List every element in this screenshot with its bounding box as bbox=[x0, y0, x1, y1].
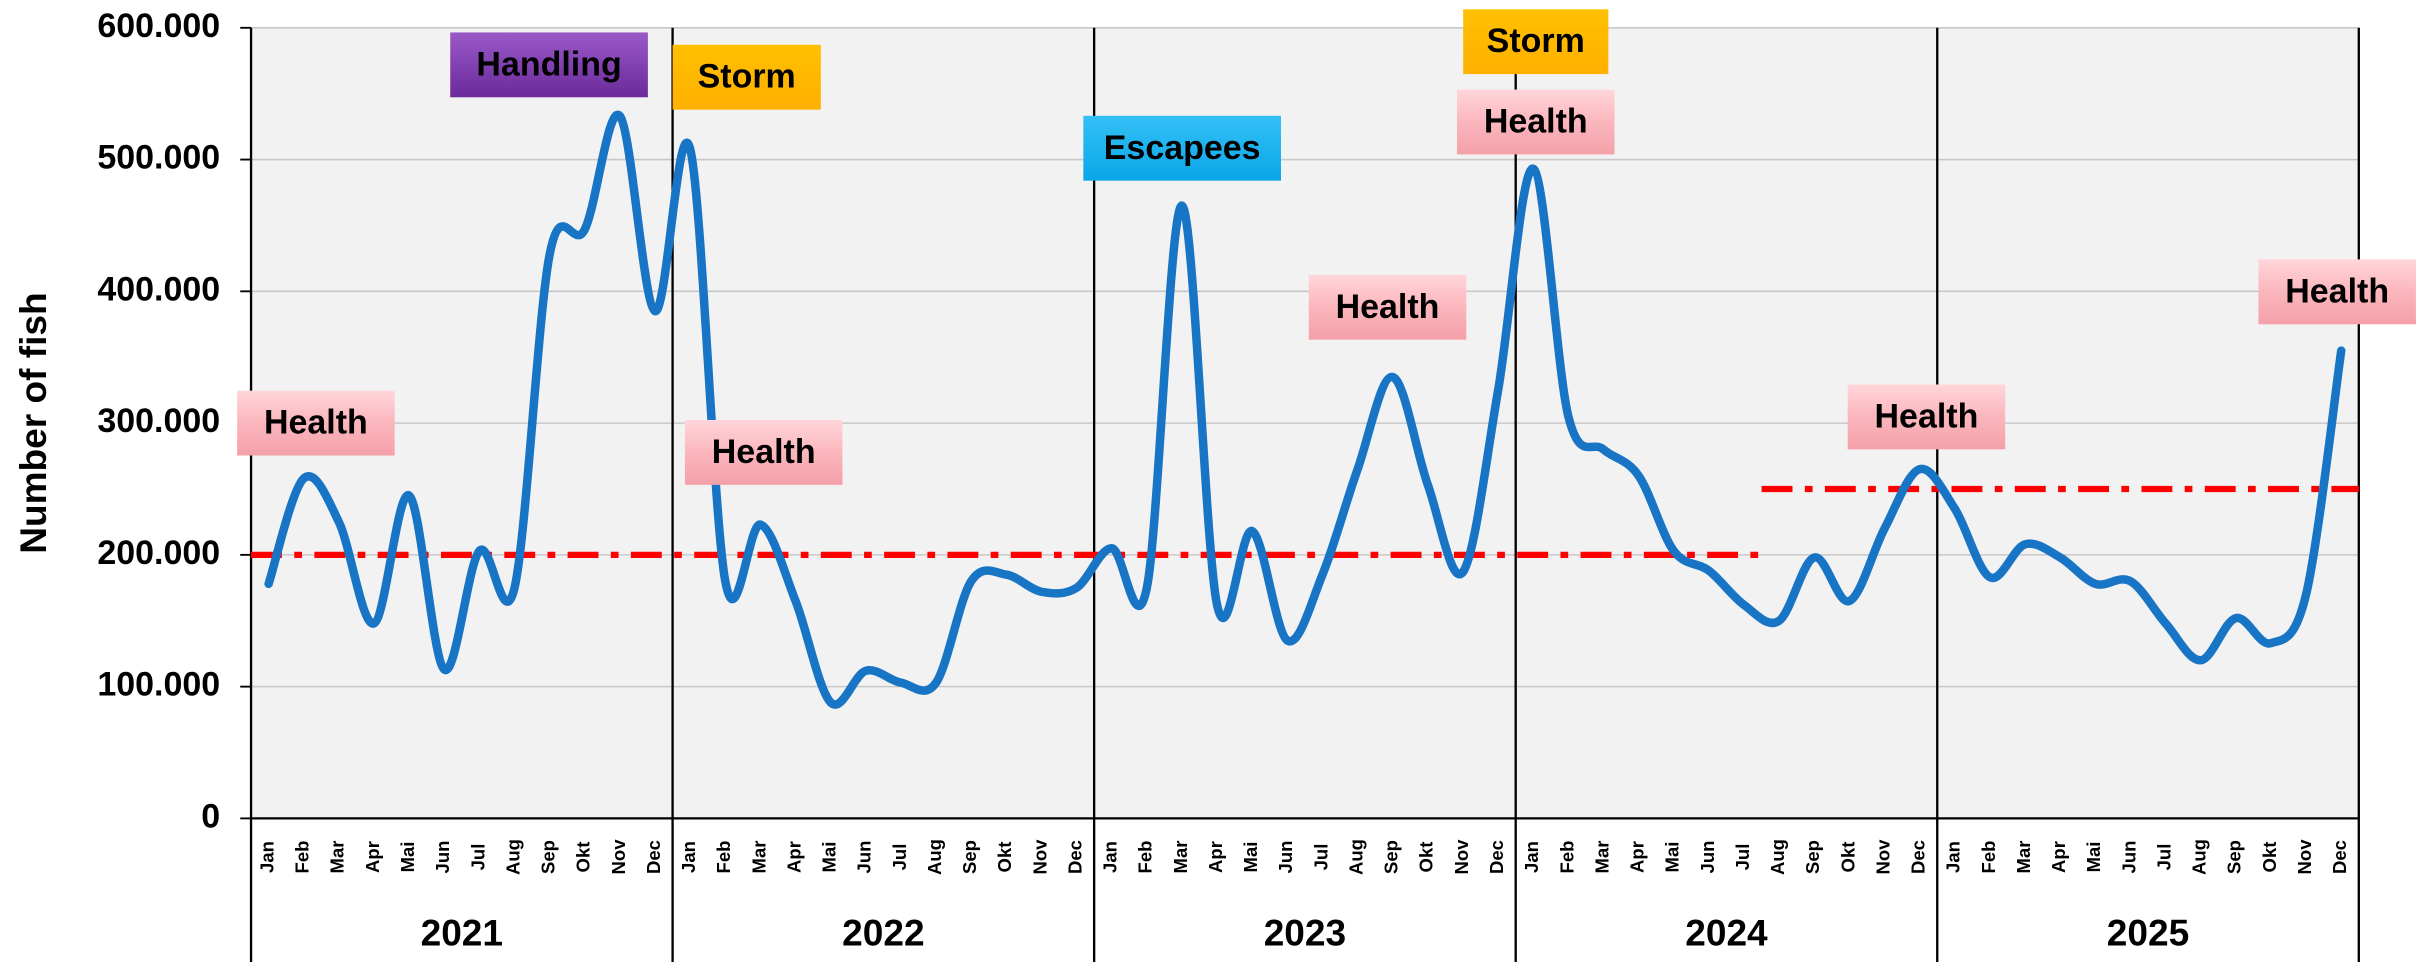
x-tick-label: Jul bbox=[1732, 844, 1753, 871]
x-tick-label: Feb bbox=[1978, 841, 1999, 874]
annotation-box bbox=[1463, 9, 1609, 75]
x-tick-label: Jan bbox=[256, 841, 277, 873]
x-tick-label: Okt bbox=[1416, 842, 1437, 873]
x-tick-label: Mar bbox=[2013, 841, 2034, 874]
x-tick-label: Sep bbox=[1381, 840, 1402, 874]
x-tick-label: Jun bbox=[432, 841, 453, 874]
annotation-box bbox=[2258, 259, 2416, 325]
x-tick-label: Aug bbox=[1767, 839, 1788, 875]
x-tick-label: Jan bbox=[1521, 841, 1542, 873]
x-tick-label: Okt bbox=[994, 842, 1015, 873]
annotation-text: Health bbox=[1484, 103, 1588, 141]
x-tick-label: Okt bbox=[573, 842, 594, 873]
y-tick-label: 100.000 bbox=[97, 666, 220, 704]
x-tick-label: Jul bbox=[889, 844, 910, 871]
x-tick-label: Dec bbox=[1908, 840, 1929, 874]
x-tick-label: Sep bbox=[959, 840, 980, 874]
y-tick-label: 300.000 bbox=[97, 402, 220, 440]
year-label: 2022 bbox=[842, 912, 924, 954]
x-tick-label: Apr bbox=[362, 841, 383, 873]
x-tick-label: Mai bbox=[2083, 842, 2104, 873]
y-tick-label: 0 bbox=[201, 797, 220, 835]
x-tick-label: Mai bbox=[819, 842, 840, 873]
annotation-text: Health bbox=[1875, 397, 1979, 435]
year-label: 2023 bbox=[1264, 912, 1346, 954]
x-tick-label: Nov bbox=[1029, 839, 1050, 875]
x-tick-label: Jul bbox=[467, 844, 488, 871]
y-tick-label: 200.000 bbox=[97, 534, 220, 572]
x-tick-label: Sep bbox=[2224, 840, 2245, 874]
x-tick-label: Feb bbox=[713, 841, 734, 874]
x-tick-label: Jan bbox=[1943, 841, 1964, 873]
x-tick-label: Sep bbox=[538, 840, 559, 874]
annotation-box bbox=[1457, 89, 1615, 155]
x-tick-label: Mai bbox=[397, 842, 418, 873]
annotation-box bbox=[1083, 115, 1281, 181]
x-tick-label: Aug bbox=[924, 839, 945, 875]
annotation-box bbox=[450, 32, 648, 98]
annotation-box bbox=[1308, 274, 1467, 340]
x-tick-label: Apr bbox=[2048, 841, 2069, 873]
x-tick-label: Aug bbox=[1346, 839, 1367, 875]
annotation-text: Escapees bbox=[1104, 129, 1261, 167]
annotation-text: Health bbox=[2285, 272, 2389, 310]
x-tick-label: Feb bbox=[1556, 841, 1577, 874]
x-tick-label: Sep bbox=[1802, 840, 1823, 874]
y-tick-label: 600.000 bbox=[97, 7, 220, 45]
annotation-box bbox=[1847, 384, 2006, 450]
x-tick-label: Nov bbox=[1872, 839, 1893, 875]
annotation-box bbox=[672, 44, 821, 110]
year-label: 2024 bbox=[1685, 912, 1768, 954]
year-label: 2021 bbox=[421, 912, 503, 954]
x-tick-label: Mai bbox=[1662, 842, 1683, 873]
x-tick-label: Jun bbox=[2118, 841, 2139, 874]
year-label: 2025 bbox=[2107, 912, 2189, 954]
x-tick-label: Mar bbox=[748, 841, 769, 874]
annotation-text: Storm bbox=[698, 58, 796, 96]
annotation-text: Storm bbox=[1487, 22, 1585, 60]
x-tick-label: Aug bbox=[2189, 839, 2210, 875]
x-tick-label: Aug bbox=[502, 839, 523, 875]
annotation-box bbox=[237, 390, 395, 456]
x-tick-label: Okt bbox=[2259, 842, 2280, 873]
data-line bbox=[264, 110, 2346, 709]
x-tick-label: Dec bbox=[1064, 840, 1085, 874]
annotation-text: Health bbox=[1336, 288, 1440, 326]
x-tick-label: Mar bbox=[327, 841, 348, 874]
x-tick-label: Jun bbox=[1697, 841, 1718, 874]
x-tick-label: Jun bbox=[1275, 841, 1296, 874]
x-tick-label: Apr bbox=[1627, 841, 1648, 873]
x-tick-label: Apr bbox=[783, 841, 804, 873]
x-tick-label: Nov bbox=[2294, 839, 2315, 875]
x-tick-label: Apr bbox=[1205, 841, 1226, 873]
y-axis-title: Number of fish bbox=[12, 292, 54, 553]
y-tick-label: 500.000 bbox=[97, 139, 220, 177]
x-tick-label: Nov bbox=[608, 839, 629, 875]
x-tick-label: Nov bbox=[1451, 839, 1472, 875]
x-tick-label: Dec bbox=[1486, 840, 1507, 874]
x-tick-label: Jan bbox=[1100, 841, 1121, 873]
annotation-text: Handling bbox=[476, 45, 621, 83]
x-tick-label: Dec bbox=[643, 840, 664, 874]
y-tick-label: 400.000 bbox=[97, 270, 220, 308]
annotation-box bbox=[684, 420, 843, 485]
x-tick-label: Jan bbox=[678, 841, 699, 873]
annotation-text: Health bbox=[264, 404, 368, 442]
x-tick-label: Jul bbox=[1310, 844, 1331, 871]
x-tick-label: Feb bbox=[292, 841, 313, 874]
x-tick-label: Dec bbox=[2329, 840, 2350, 874]
x-tick-label: Jul bbox=[2153, 844, 2174, 871]
x-tick-label: Feb bbox=[1135, 841, 1156, 874]
x-tick-label: Mar bbox=[1591, 841, 1612, 874]
annotation-text: Health bbox=[712, 433, 816, 471]
x-tick-label: Okt bbox=[1837, 842, 1858, 873]
x-tick-label: Mar bbox=[1170, 841, 1191, 874]
x-tick-label: Jun bbox=[854, 841, 875, 874]
x-tick-label: Mai bbox=[1240, 842, 1261, 873]
